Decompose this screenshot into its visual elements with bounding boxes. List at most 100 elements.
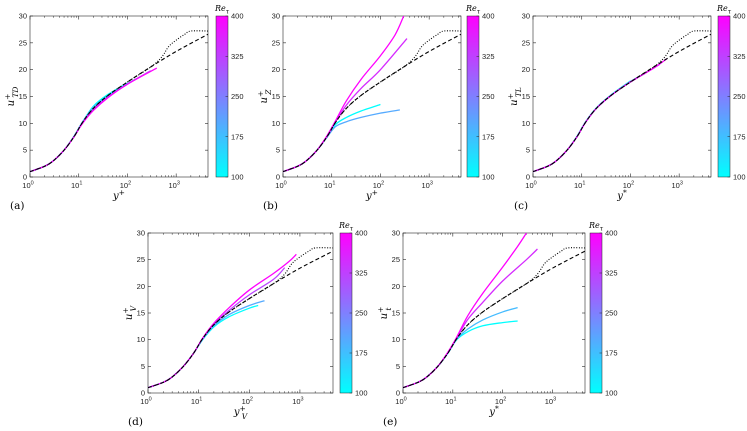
reference-dotted-line	[533, 30, 711, 173]
y-tick-label: 25	[392, 255, 400, 264]
x-tick-label: 103	[292, 397, 303, 407]
panel-label: (a)	[10, 200, 24, 212]
y-tick-label: 30	[272, 12, 280, 21]
series-line-re100	[533, 80, 631, 173]
y-tick-label: 20	[19, 65, 27, 74]
y-axis-label-group: u+TD	[3, 87, 20, 107]
y-tick-label: 30	[19, 12, 27, 21]
y-tick-label: 0	[276, 173, 280, 182]
y-tick-label: 20	[272, 65, 280, 74]
x-axis-label: y+	[112, 188, 125, 202]
y-tick-label: 20	[522, 65, 530, 74]
y-axis-label: u+V	[121, 304, 138, 320]
x-tick-label: 100	[22, 181, 33, 191]
y-tick-label: 20	[137, 282, 145, 291]
y-tick-label: 15	[137, 309, 145, 318]
colorbar-tick-label: 250	[733, 92, 746, 101]
y-axis-label-group: u+TL	[506, 87, 523, 106]
colorbar-tick-label: 100	[231, 173, 244, 182]
series-line-re320	[533, 63, 661, 173]
colorbar-title: Reτ	[588, 221, 604, 233]
x-tick-label: 102	[242, 397, 253, 407]
y-tick-label: 5	[526, 146, 530, 155]
y-tick-label: 15	[272, 92, 280, 101]
y-axis-label-group: u+Z	[256, 89, 273, 104]
series-line-re300	[30, 70, 152, 173]
colorbar-tick-label: 400	[605, 229, 618, 238]
x-tick-label: 100	[275, 181, 286, 191]
x-tick-label: 101	[71, 181, 82, 191]
series-line-re180	[403, 307, 518, 389]
x-axis-label: y+ V	[233, 404, 249, 421]
x-tick-label: 101	[191, 397, 202, 407]
x-tick-label: 100	[525, 181, 536, 191]
colorbar-tick-label: 100	[733, 173, 746, 182]
colorbar-title: Reτ	[716, 4, 732, 16]
y-tick-label: 15	[392, 309, 400, 318]
y-tick-label: 30	[137, 229, 145, 238]
x-tick-label: 102	[120, 181, 131, 191]
y-tick-label: 15	[19, 92, 27, 101]
y-tick-label: 10	[137, 335, 145, 344]
series-line-re100	[148, 304, 259, 389]
x-tick-label: 101	[574, 181, 585, 191]
y-tick-label: 0	[526, 173, 530, 182]
colorbar-tick-label: 400	[355, 229, 368, 238]
y-tick-label: 25	[272, 38, 280, 47]
y-axis-label-group: u+t	[376, 307, 393, 320]
colorbar-tick-label: 175	[605, 349, 618, 358]
series-line-re200	[533, 72, 646, 173]
panel-label: (b)	[263, 200, 278, 212]
plot-area	[533, 30, 711, 173]
colorbar-tick-label: 400	[482, 12, 495, 21]
y-tick-label: 5	[23, 146, 27, 155]
panel-a: 0 5 10 15 20 25 30 100 101 102 103 y+ u+TD (a) 100 175 2…	[3, 4, 244, 212]
panel-label: (d)	[128, 416, 143, 428]
x-tick-label: 100	[395, 397, 406, 407]
series-line-re200	[148, 300, 265, 389]
colorbar-tick-label: 175	[231, 132, 244, 141]
x-tick-label: 103	[421, 181, 432, 191]
colorbar-tick-label: 250	[231, 92, 244, 101]
x-axis-label: y*	[616, 188, 627, 202]
colorbar-title: Reτ	[214, 4, 230, 16]
x-tick-label: 100	[140, 397, 151, 407]
reference-dashed-line	[30, 33, 208, 173]
series-line-re400	[283, 16, 405, 173]
axes-box	[532, 15, 712, 178]
y-tick-label: 0	[396, 389, 400, 398]
x-tick-label: 101	[324, 181, 335, 191]
colorbar-tick-label: 250	[605, 309, 618, 318]
plot-area	[403, 233, 585, 389]
colorbar-title: Reτ	[338, 221, 354, 233]
colorbar-tick-label: 325	[605, 269, 618, 278]
y-tick-label: 10	[272, 119, 280, 128]
y-tick-label: 5	[396, 362, 400, 371]
panel-e: 0 5 10 15 20 25 30 100 101 102 103 y* u+t (e) 100 175 25…	[376, 221, 618, 428]
y-tick-label: 5	[141, 362, 145, 371]
y-tick-label: 0	[141, 389, 145, 398]
colorbar-tick-label: 250	[355, 309, 368, 318]
y-tick-label: 25	[522, 38, 530, 47]
reference-dashed-line	[148, 250, 333, 389]
colorbar-tick-label: 175	[482, 132, 495, 141]
plot-area	[148, 247, 333, 389]
panel-label: (c)	[514, 200, 528, 212]
colorbar-tick-label: 175	[733, 132, 746, 141]
y-tick-label: 15	[522, 92, 530, 101]
reference-dashed-line	[403, 250, 585, 389]
series-line-re400	[30, 67, 158, 173]
x-tick-label: 103	[545, 397, 556, 407]
colorbar-tick-label: 100	[482, 173, 495, 182]
x-tick-label: 103	[168, 181, 179, 191]
y-axis-label-group: u+V	[121, 304, 138, 320]
colorbar-tick-label: 400	[231, 12, 244, 21]
colorbar-tick-label: 175	[355, 349, 368, 358]
y-tick-label: 30	[392, 229, 400, 238]
y-tick-label: 10	[522, 119, 530, 128]
y-tick-label: 10	[19, 119, 27, 128]
